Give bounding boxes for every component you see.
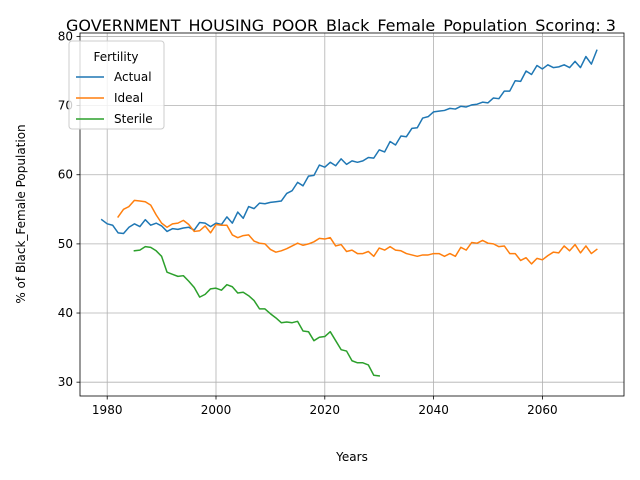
y-tick-label: 60	[58, 168, 73, 182]
x-tick-label: 2020	[310, 403, 341, 417]
x-axis-label: Years	[335, 450, 368, 464]
y-axis-label: % of Black_Female Population	[14, 124, 28, 303]
y-tick-label: 30	[58, 375, 73, 389]
legend: Fertility Actual Ideal Sterile	[68, 40, 165, 130]
y-tick-label: 40	[58, 306, 73, 320]
x-tick-label: 1980	[92, 403, 123, 417]
legend-label-sterile: Sterile	[114, 112, 153, 126]
series-lines	[100, 49, 598, 377]
plot-area	[80, 33, 624, 396]
legend-label-ideal: Ideal	[114, 91, 143, 105]
legend-title: Fertility	[93, 50, 138, 64]
plot-frame	[79, 32, 625, 397]
chart-title: GOVERNMENT_HOUSING_POOR_Black_Female_Pop…	[66, 16, 616, 36]
y-tick-label: 80	[58, 29, 73, 43]
series-line-sterile	[133, 245, 381, 377]
x-tick-label: 2060	[527, 403, 558, 417]
x-tick-label: 2000	[201, 403, 232, 417]
legend-label-actual: Actual	[114, 70, 152, 84]
legend-box	[68, 40, 165, 130]
series-line-ideal	[117, 199, 598, 265]
grid-lines	[80, 33, 624, 396]
series-line-actual	[100, 49, 598, 235]
legend-items: Actual Ideal Sterile	[76, 70, 153, 126]
x-tick-label: 2040	[418, 403, 449, 417]
x-axis-ticks: 1980 2000 2020 2040 2060	[92, 396, 558, 417]
y-tick-label: 50	[58, 237, 73, 251]
